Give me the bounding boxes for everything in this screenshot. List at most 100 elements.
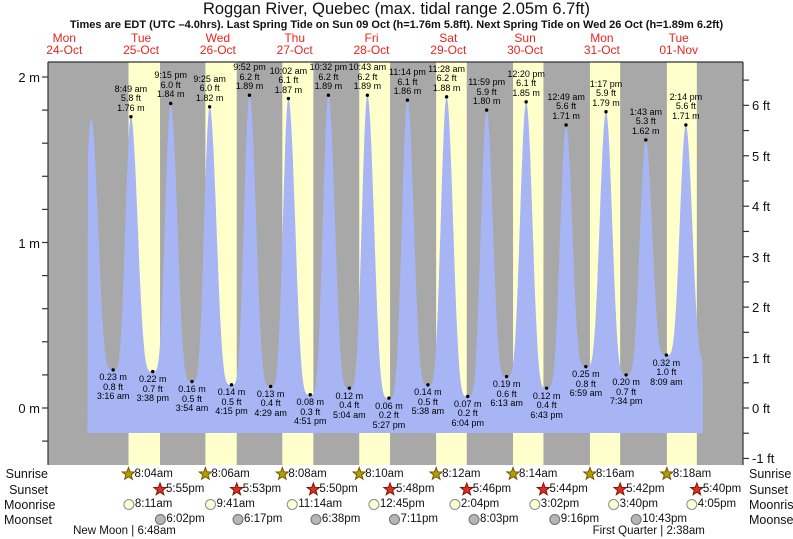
day-label: Sun 30-Oct [507, 32, 544, 57]
left-axis-label: 0 m [18, 401, 40, 416]
tide-label-line: 1.80 m [472, 96, 501, 107]
day-of-week: Fri [364, 31, 379, 45]
tide-high-label: 10:43 am 6.2 ft 1.89 m [349, 63, 387, 92]
tide-extreme-dot [405, 98, 410, 102]
sunrise-star-icon [274, 466, 290, 481]
tide-high-label: 1:17 pm 5.9 ft 1.79 m [590, 79, 623, 109]
tide-label-line: 11:28 am [428, 63, 466, 74]
sunrise-time: 8:06am [211, 467, 250, 480]
sunset-star-icon [305, 481, 321, 496]
moonset-icon [232, 514, 244, 525]
moon-phase-note: New Moon | 6:48am [73, 525, 176, 537]
sunrise-time: 8:10am [365, 467, 404, 480]
tide-extreme-dot [347, 386, 352, 390]
tide-low-label: 0.20 m 0.7 ft 7:34 pm [610, 378, 643, 407]
tide-label-line: 0.7 ft [616, 386, 637, 397]
tide-label-line: 0.7 ft [142, 383, 163, 394]
tide-extreme-dot [564, 123, 568, 127]
tide-extreme-dot [169, 101, 173, 106]
tide-label-line: 0.5 ft [221, 396, 242, 407]
tide-label-line: 2:14 pm [669, 91, 703, 102]
tide-low-label: 0.07 m 0.2 ft 6:04 pm [451, 399, 484, 429]
day-of-week: Thu [284, 31, 306, 45]
tide-label-line: 5:27 pm [372, 419, 406, 430]
sunrise-star-icon [659, 466, 675, 481]
moonrise-time: 4:05pm [697, 498, 737, 510]
day-of-week: Tue [130, 31, 152, 45]
right-axis-label: 6 ft [752, 98, 771, 114]
moon-phase-note: First Quarter | 2:38am [592, 525, 705, 537]
moonset-icon [549, 514, 561, 525]
tide-extreme-dot [624, 373, 628, 377]
tide-label-line: 5.9 ft [476, 86, 497, 97]
tide-label-line: 6.2 ft [357, 71, 378, 82]
moonset-icon [468, 514, 480, 525]
sunset-time: 5:50pm [319, 483, 358, 495]
tide-label-line: 6:59 am [569, 388, 603, 399]
tide-label-line: 10:43 am [348, 62, 387, 73]
tide-label-line: 0.14 m [414, 387, 442, 398]
day-label: Sat 29-Oct [430, 32, 466, 56]
tide-label-line: 1:43 am [629, 106, 663, 117]
day-label: Mon 31-Oct [583, 31, 620, 57]
tide-label-line: 8:49 am [114, 83, 148, 94]
tide-label-line: 0.12 m [532, 390, 561, 401]
tide-label-line: 6.1 ft [516, 78, 537, 89]
tide-extreme-dot [151, 369, 155, 374]
day-date: 31-Oct [583, 42, 620, 57]
sunrise-star-icon [120, 466, 137, 481]
tide-label-line: 0.06 m [375, 400, 403, 411]
tide-extreme-dot [308, 393, 312, 397]
sunrise-time: 8:08am [288, 467, 327, 480]
tide-label-line: 0.2 ft [378, 410, 399, 421]
day-date: 28-Oct [353, 42, 390, 57]
tide-label-line: 9:52 pm [233, 62, 266, 73]
tide-label-line: 6.2 ft [436, 73, 457, 84]
day-of-week: Tue [668, 31, 689, 45]
tide-label-line: 0.8 ft [575, 378, 596, 389]
sunrise-time: 8:12am [442, 467, 481, 480]
day-date: 30-Oct [507, 42, 544, 57]
right-axis-label: 0 ft [752, 401, 771, 416]
moonrise-icon [449, 499, 461, 510]
tide-low-label: 0.06 m 0.2 ft 5:27 pm [372, 400, 406, 431]
tide-low-label: 0.16 m 0.5 ft 3:54 am [176, 385, 209, 414]
tide-high-label: 8:49 am 5.8 ft 1.76 m [114, 83, 148, 114]
tide-label-line: 0.12 m [335, 390, 364, 401]
tide-low-label: 0.08 m 0.3 ft 4:51 pm [294, 398, 327, 427]
moonrise-icon [529, 499, 541, 510]
moonset-time: 6:38pm [321, 513, 361, 525]
tide-high-label: 10:32 pm 6.2 ft 1.89 m [310, 63, 348, 92]
day-of-week: Mon [590, 31, 614, 45]
right-axis-label: 2 ft [752, 300, 771, 316]
row-label-moonset-right: Moonset [749, 512, 793, 527]
tide-low-label: 0.14 m 0.5 ft 5:38 am [412, 388, 445, 417]
moonrise-time: 8:11am [134, 498, 173, 510]
tide-high-label: 10:02 am 6.1 ft 1.87 m [270, 66, 308, 96]
tide-label-line: 0.32 m [652, 357, 681, 368]
tide-low-label: 0.12 m 0.4 ft 5:04 am [333, 390, 366, 421]
tide-label-line: 0.14 m [217, 387, 246, 398]
day-label: Tue 01-Nov [659, 31, 699, 57]
tide-extreme-dot [544, 386, 549, 390]
tide-label-line: 0.4 ft [260, 398, 281, 409]
tide-label-line: 6.1 ft [278, 75, 299, 85]
tide-extreme-dot [247, 93, 252, 97]
day-date: 01-Nov [659, 42, 699, 57]
tide-label-line: 1.89 m [314, 81, 343, 92]
moonrise-time: 3:02pm [540, 498, 580, 510]
tide-label-line: 1.62 m [632, 125, 660, 136]
tide-label-line: 6:13 am [490, 398, 523, 409]
sunrise-time: 8:14am [519, 467, 558, 480]
page-title: Roggan River, Quebec (max. tidal range 2… [202, 0, 591, 18]
row-label-moonrise-right: Moonrise [749, 497, 793, 512]
tide-label-line: 1.89 m [235, 81, 264, 92]
day-label: Fri 28-Oct [353, 31, 390, 57]
tide-label-line: 1.86 m [393, 86, 422, 97]
tide-label-line: 1.71 m [552, 110, 580, 121]
tide-low-label: 0.19 m 0.6 ft 6:13 am [490, 380, 523, 409]
tide-label-line: 6.0 ft [199, 83, 220, 94]
tide-extreme-dot [111, 368, 115, 372]
tide-label-line: 3:38 pm [136, 393, 169, 404]
day-date: 25-Oct [123, 42, 160, 57]
